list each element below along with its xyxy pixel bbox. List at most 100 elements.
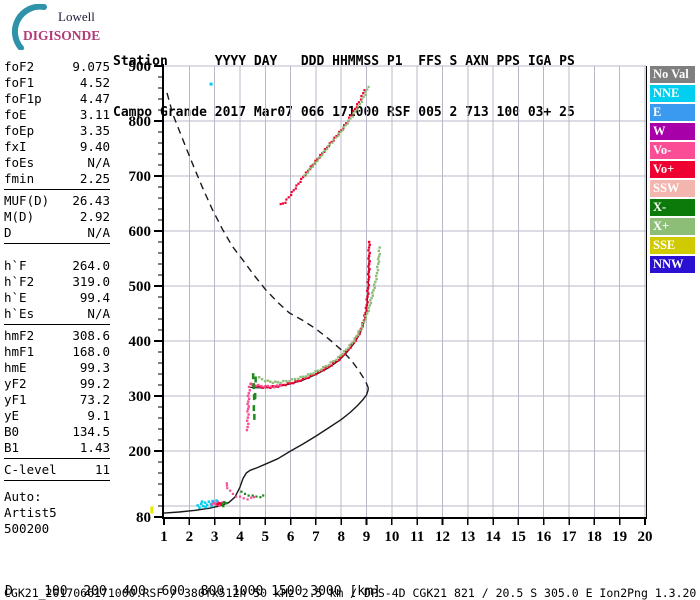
data-point (216, 503, 219, 506)
data-point (354, 107, 357, 110)
x-tick-label: 3 (211, 529, 219, 545)
data-point (366, 273, 370, 276)
legend-item-e: E (650, 104, 695, 121)
parameter-group-2: h`F 264.0 h`F2 319.0 h`E 99.4 h`Es N/A (4, 258, 110, 325)
param-row-mufd: MUF(D) 26.43 (4, 193, 110, 209)
data-point (369, 302, 373, 305)
data-point (251, 373, 255, 380)
data-point (253, 413, 256, 420)
param-value: N/A (87, 225, 110, 240)
data-point (294, 187, 297, 190)
data-point (271, 381, 275, 385)
data-point (260, 384, 263, 388)
data-point (332, 359, 335, 363)
data-point (349, 117, 352, 120)
velocity-direction-legend: No Val NNE E W Vo- Vo+ SSW X- X+ SSE NNW (650, 66, 696, 275)
data-point (284, 201, 287, 204)
data-point (251, 494, 254, 497)
param-row-hme: hmE 99.3 (4, 360, 110, 376)
data-point (202, 504, 205, 508)
series-o-trace-model-fit (249, 254, 370, 389)
data-point (319, 153, 322, 157)
data-point (203, 501, 207, 504)
data-point (367, 292, 370, 295)
data-point (373, 283, 376, 286)
data-point (337, 355, 340, 359)
data-point (376, 268, 380, 272)
data-point (319, 369, 323, 373)
data-point (376, 257, 380, 261)
data-point (368, 251, 371, 255)
file-info-footer: CGK21_2017066171000.RSF / 380fx512h 50 k… (4, 586, 697, 600)
data-point (371, 291, 374, 294)
data-point (341, 129, 345, 132)
data-point (279, 384, 282, 387)
data-point (243, 492, 247, 495)
param-label: yF1 (4, 392, 27, 407)
series-e-scatter-green (221, 500, 228, 508)
param-label: B0 (4, 424, 20, 439)
param-label: yE (4, 408, 20, 423)
data-point (343, 124, 346, 127)
header-line-2: Campo Grande 2017 Mar07 066 171000 RSF 0… (113, 105, 575, 120)
data-point (367, 240, 371, 244)
data-point (375, 271, 379, 275)
data-point (364, 306, 368, 310)
data-point (372, 289, 375, 292)
data-point (262, 494, 265, 497)
data-point (309, 374, 312, 377)
data-point (229, 489, 232, 492)
param-row-foe: foE 3.11 (4, 107, 110, 123)
data-point (331, 141, 334, 144)
data-point (252, 405, 256, 412)
param-value: 1.43 (79, 440, 110, 455)
data-point (367, 284, 370, 287)
param-value: 11 (94, 462, 110, 477)
data-point (338, 130, 341, 133)
data-point (356, 105, 359, 108)
data-point (322, 368, 325, 372)
data-point (150, 506, 154, 514)
data-point (315, 372, 318, 376)
legend-item-vo-: Vo- (650, 142, 695, 159)
x-tick-label: 9 (363, 529, 371, 545)
param-value: 9.1 (87, 408, 110, 423)
data-point (321, 154, 324, 157)
param-label: M(D) (4, 209, 35, 224)
param-label: hmF1 (4, 344, 35, 359)
data-point (316, 159, 319, 163)
y-tick-label: 300 (129, 389, 152, 405)
data-point (324, 366, 327, 369)
data-point (325, 146, 329, 149)
series-f-trace-o (249, 240, 371, 389)
data-point (246, 402, 249, 406)
data-point (332, 361, 335, 364)
data-point (341, 354, 344, 358)
data-point (352, 109, 355, 112)
series-e-trace-green (240, 490, 265, 499)
data-point (304, 375, 308, 378)
data-point (366, 289, 369, 292)
param-row-fof1: foF1 4.52 (4, 75, 110, 91)
data-point (200, 502, 203, 506)
data-point (366, 295, 369, 298)
data-point (225, 482, 228, 485)
data-point (271, 385, 274, 388)
data-point (210, 504, 213, 508)
param-row-b0: B0 134.5 (4, 424, 110, 440)
data-point (350, 342, 354, 345)
series-f-cusp-pink (245, 382, 282, 432)
param-row-md: M(D) 2.92 (4, 209, 110, 225)
x-tick-label: 10 (384, 529, 399, 545)
data-point (327, 365, 330, 369)
param-row-yf2: yF2 99.2 (4, 376, 110, 392)
data-point (368, 275, 371, 279)
data-point (363, 89, 366, 92)
data-point (269, 380, 272, 383)
data-point (354, 339, 357, 342)
x-tick-label: 15 (511, 529, 526, 545)
data-point (247, 413, 250, 416)
data-point (295, 184, 298, 187)
data-point (311, 165, 314, 168)
